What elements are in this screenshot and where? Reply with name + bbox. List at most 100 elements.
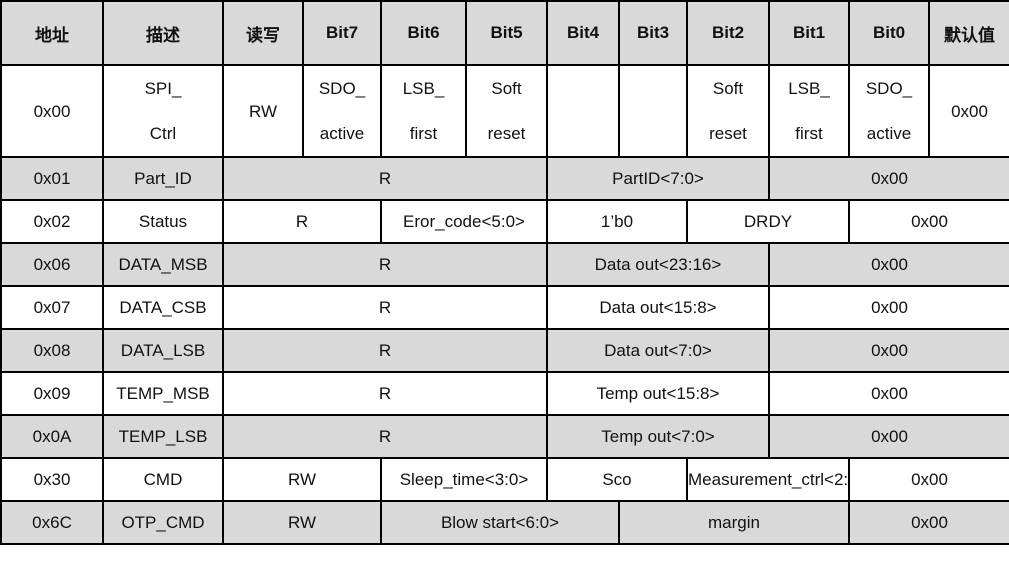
desc-cell: OTP_CMD	[102, 500, 224, 545]
bit7-cell: SDO_active	[302, 64, 382, 158]
rw-cell: R	[222, 414, 548, 459]
rw-cell: RW	[222, 500, 382, 545]
table-row: 0x02 Status R Eror_code<5:0> 1’b0 DRDY 0…	[0, 199, 1009, 244]
bit-line: Soft	[491, 79, 522, 98]
default-cell: 0x00	[848, 500, 1009, 545]
bit4-cell	[546, 64, 620, 158]
table-row: 0x0A TEMP_LSB R Temp out<7:0> 0x00	[0, 414, 1009, 459]
bit-line: SDO_	[865, 79, 913, 98]
header-cell: Bit5	[465, 0, 548, 66]
desc-cell: TEMP_MSB	[102, 371, 224, 416]
bit-line: reset	[487, 124, 526, 143]
table-row: 0x00 SPI_ Ctrl RW SDO_active LSB_first So…	[0, 64, 1009, 158]
field-cell: Sco	[546, 457, 688, 502]
field-cell: PartID<7:0>	[546, 156, 770, 201]
addr-cell: 0x06	[0, 242, 104, 287]
addr-cell: 0x01	[0, 156, 104, 201]
header-cell: Bit2	[686, 0, 770, 66]
header-cell: Bit3	[618, 0, 688, 66]
addr-cell: 0x00	[0, 64, 104, 158]
field-cell: Blow start<6:0>	[380, 500, 620, 545]
bit-line: first	[409, 124, 438, 143]
addr-cell: 0x07	[0, 285, 104, 330]
desc-cell: Status	[102, 199, 224, 244]
header-cell: Bit6	[380, 0, 467, 66]
bit-line: LSB_	[788, 79, 830, 98]
header-cell: Bit1	[768, 0, 850, 66]
table-row: 0x08 DATA_LSB R Data out<7:0> 0x00	[0, 328, 1009, 373]
table-row: 0x09 TEMP_MSB R Temp out<15:8> 0x00	[0, 371, 1009, 416]
header-cell: 描述	[102, 0, 224, 66]
desc-line: SPI_	[144, 79, 182, 98]
rw-cell: R	[222, 199, 382, 244]
field-cell: Data out<23:16>	[546, 242, 770, 287]
bit-line: LSB_	[402, 79, 445, 98]
bit-line: reset	[709, 124, 747, 143]
field-cell: Temp out<15:8>	[546, 371, 770, 416]
header-cell: 地址	[0, 0, 104, 66]
rw-cell: R	[222, 242, 548, 287]
addr-cell: 0x30	[0, 457, 104, 502]
register-table: 地址 描述 读写 Bit7 Bit6 Bit5 Bit4 Bit3 Bit2 B…	[0, 0, 1009, 545]
bit6-cell: LSB_first	[380, 64, 467, 158]
desc-cell: SPI_ Ctrl	[102, 64, 224, 158]
field-cell: Eror_code<5:0>	[380, 199, 548, 244]
table-row: 0x30 CMD RW Sleep_time<3:0> Sco Measurem…	[0, 457, 1009, 502]
table-row: 0x07 DATA_CSB R Data out<15:8> 0x00	[0, 285, 1009, 330]
desc-cell: DATA_CSB	[102, 285, 224, 330]
header-row: 地址 描述 读写 Bit7 Bit6 Bit5 Bit4 Bit3 Bit2 B…	[0, 0, 1009, 66]
field-cell: Data out<7:0>	[546, 328, 770, 373]
bit-line: active	[866, 124, 912, 143]
default-cell: 0x00	[768, 371, 1009, 416]
field-cell: Temp out<7:0>	[546, 414, 770, 459]
rw-cell: R	[222, 328, 548, 373]
header-cell: Bit0	[848, 0, 930, 66]
bit2-cell: Soft reset	[686, 64, 770, 158]
field-cell: DRDY	[686, 199, 850, 244]
header-cell: 默认值	[928, 0, 1009, 66]
desc-cell: CMD	[102, 457, 224, 502]
default-cell: 0x00	[768, 285, 1009, 330]
rw-cell: R	[222, 371, 548, 416]
bit3-cell	[618, 64, 688, 158]
default-cell: 0x00	[768, 242, 1009, 287]
bit5-cell: Soft reset	[465, 64, 548, 158]
table-row: 0x01 Part_ID R PartID<7:0> 0x00	[0, 156, 1009, 201]
rw-cell: R	[222, 285, 548, 330]
addr-cell: 0x6C	[0, 500, 104, 545]
desc-cell: DATA_LSB	[102, 328, 224, 373]
rw-cell: RW	[222, 64, 304, 158]
field-cell: 1’b0	[546, 199, 688, 244]
default-cell: 0x00	[928, 64, 1009, 158]
table-row: 0x06 DATA_MSB R Data out<23:16> 0x00	[0, 242, 1009, 287]
rw-cell: R	[222, 156, 548, 201]
addr-cell: 0x02	[0, 199, 104, 244]
field-cell: Data out<15:8>	[546, 285, 770, 330]
table-row: 0x6C OTP_CMD RW Blow start<6:0> margin 0…	[0, 500, 1009, 545]
rw-cell: RW	[222, 457, 382, 502]
addr-cell: 0x09	[0, 371, 104, 416]
field-cell: Sleep_time<3:0>	[380, 457, 548, 502]
desc-cell: DATA_MSB	[102, 242, 224, 287]
bit-line: SDO_	[318, 79, 366, 98]
field-cell: margin	[618, 500, 850, 545]
default-cell: 0x00	[768, 156, 1009, 201]
desc-cell: Part_ID	[102, 156, 224, 201]
default-cell: 0x00	[848, 457, 1009, 502]
bit0-cell: SDO_active	[848, 64, 930, 158]
header-cell: 读写	[222, 0, 304, 66]
bit1-cell: LSB_first	[768, 64, 850, 158]
bit-line: active	[319, 124, 365, 143]
desc-cell: TEMP_LSB	[102, 414, 224, 459]
default-cell: 0x00	[848, 199, 1009, 244]
default-cell: 0x00	[768, 414, 1009, 459]
bit-line: Soft	[712, 79, 744, 98]
default-cell: 0x00	[768, 328, 1009, 373]
addr-cell: 0x0A	[0, 414, 104, 459]
field-cell: Measurement_ctrl<2:0>	[686, 457, 850, 502]
desc-line: Ctrl	[149, 124, 177, 143]
bit-line: first	[795, 124, 823, 143]
addr-cell: 0x08	[0, 328, 104, 373]
header-cell: Bit4	[546, 0, 620, 66]
header-cell: Bit7	[302, 0, 382, 66]
